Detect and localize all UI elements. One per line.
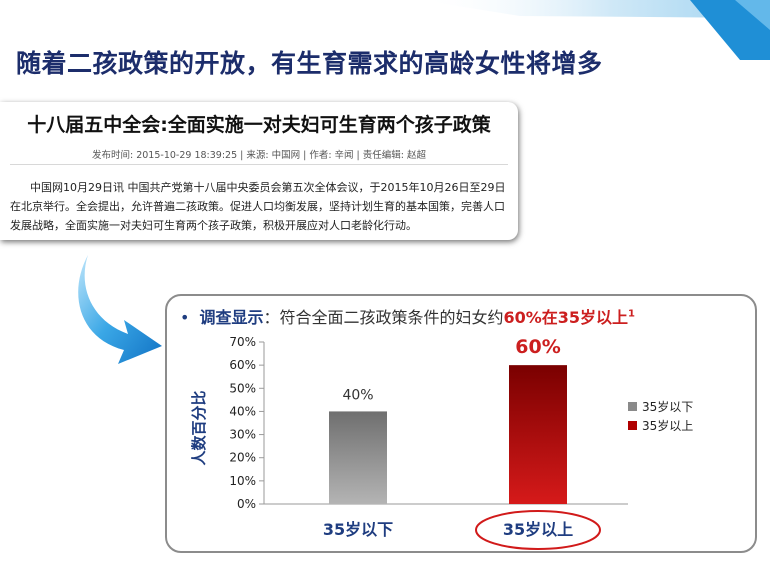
highlight-ellipse (475, 510, 601, 550)
finding-text: ：符合全面二孩政策条件的妇女约 (263, 308, 504, 327)
x-tick-label: 35岁以下 (323, 520, 393, 539)
x-tick-label: 35岁以上 (503, 520, 573, 539)
legend-label: 35岁以下 (642, 399, 693, 414)
y-tick-label: 70% (229, 335, 256, 349)
data-label: 60% (515, 336, 560, 358)
y-tick-label: 40% (229, 404, 256, 418)
y-tick-label: 30% (229, 428, 256, 442)
y-tick-label: 0% (237, 497, 256, 511)
y-tick-label: 50% (229, 381, 256, 395)
news-article-card: 十八届五中全会:全面实施一对夫妇可生育两个孩子政策 发布时间: 2015-10-… (0, 102, 518, 240)
bar-1 (329, 411, 387, 504)
curved-arrow-icon (78, 255, 162, 364)
bar-2 (509, 365, 567, 504)
data-label: 40% (342, 387, 373, 403)
finding-highlight: 60%在35岁以上 (503, 308, 629, 327)
y-tick-label: 10% (229, 474, 256, 488)
legend-label: 35岁以上 (642, 418, 693, 433)
y-tick-label: 20% (229, 451, 256, 465)
survey-finding: • 调查显示：符合全面二孩政策条件的妇女约60%在35岁以上1 (180, 304, 635, 328)
slide-title: 随着二孩政策的开放，有生育需求的高龄女性将增多 (16, 49, 603, 78)
bullet: • (180, 308, 190, 327)
footnote-marker: 1 (628, 308, 636, 320)
y-tick-label: 60% (229, 358, 256, 372)
legend-swatch (628, 421, 637, 430)
news-headline: 十八届五中全会:全面实施一对夫妇可生育两个孩子政策 (27, 114, 491, 136)
finding-label: 调查显示 (199, 308, 264, 327)
news-divider (10, 164, 508, 165)
legend-swatch (628, 402, 637, 411)
news-meta: 发布时间: 2015-10-29 18:39:25 | 来源: 中国网 | 作者… (92, 150, 426, 161)
news-body: 中国网10月29日讯 中国共产党第十八届中央委员会第五次全体会议，于2015年1… (10, 181, 506, 232)
y-axis-title: 人数百分比 (190, 390, 208, 465)
